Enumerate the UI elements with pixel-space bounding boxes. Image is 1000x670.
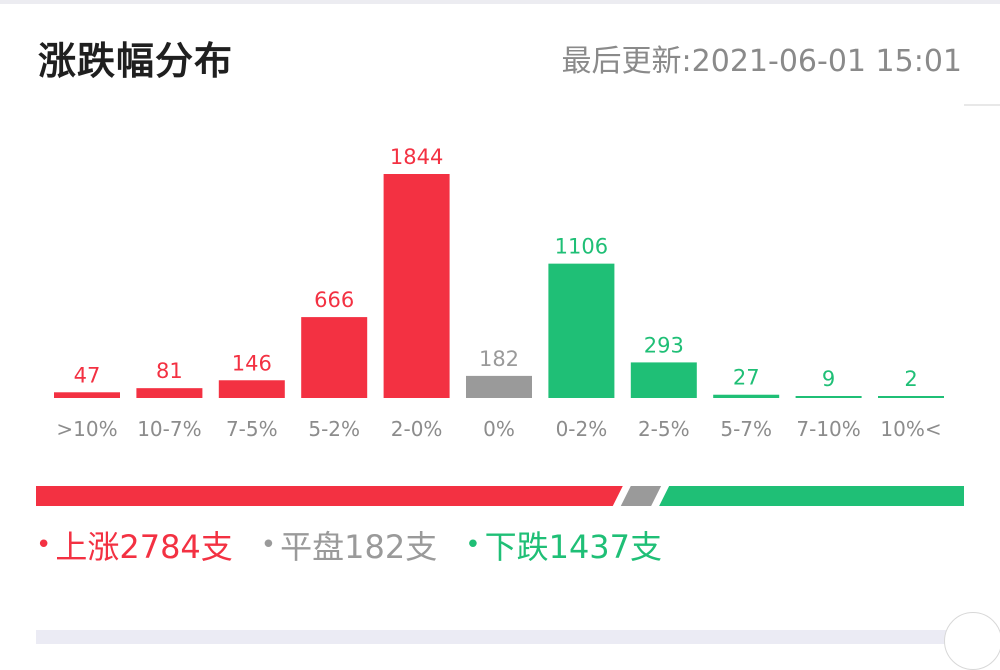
bar-3 [301, 317, 368, 398]
up-count-text: 上涨2784支 [55, 528, 233, 566]
bar-value-label-2: 146 [232, 351, 272, 375]
bar-value-label-3: 666 [314, 288, 354, 312]
bar-6 [548, 263, 615, 398]
bottom-panel [36, 630, 1000, 644]
category-label-2: 7-5% [226, 417, 278, 441]
down-dot-icon: • [465, 530, 481, 560]
category-label-4: 2-0% [391, 417, 443, 441]
flat-count-text: 平盘182支 [280, 528, 438, 566]
last-updated-time: 2021-06-01 15:01 [691, 44, 962, 79]
up-flat-down-ratio-bar [36, 486, 964, 506]
bar-1 [136, 388, 203, 398]
bar-value-label-7: 293 [644, 333, 684, 357]
category-label-8: 5-7% [720, 417, 772, 441]
bar-4 [383, 174, 450, 398]
category-label-7: 2-5% [638, 417, 690, 441]
bar-value-label-4: 1844 [390, 145, 443, 169]
ratio-flat-segment [620, 486, 662, 506]
down-count-text: 下跌1437支 [484, 528, 663, 566]
summary-legend: • 上涨2784支 • 平盘182支 • 下跌1437支 [36, 522, 662, 568]
category-label-3: 5-2% [308, 417, 360, 441]
bar-value-label-10: 2 [904, 367, 917, 391]
ratio-down-segment [659, 486, 964, 506]
legend-flat: • 平盘182支 [261, 522, 437, 568]
category-label-0: >10% [56, 417, 117, 441]
legend-down: • 下跌1437支 [465, 522, 662, 568]
top-divider [0, 0, 1000, 4]
bar-9 [795, 396, 862, 398]
bar-value-label-5: 182 [479, 347, 519, 371]
last-updated-label: 最后更新: [561, 44, 692, 79]
flat-dot-icon: • [260, 530, 277, 560]
header-divider [964, 104, 1000, 106]
scroll-button[interactable] [944, 612, 1000, 670]
bar-value-label-8: 27 [733, 366, 760, 390]
ratio-up-segment [36, 486, 623, 506]
bar-5 [466, 375, 532, 398]
bar-2 [218, 380, 285, 398]
legend-up: • 上涨2784支 [36, 522, 233, 568]
bar-value-label-0: 47 [74, 363, 101, 387]
page-title: 涨跌幅分布 [38, 39, 234, 83]
bar-value-label-1: 81 [156, 359, 183, 383]
category-label-9: 7-10% [796, 417, 860, 441]
category-label-6: 0-2% [556, 417, 608, 441]
last-updated: 最后更新:2021-06-01 15:01 [562, 36, 962, 80]
bar-0 [54, 392, 120, 398]
category-label-1: 10-7% [137, 417, 201, 441]
bar-value-label-6: 1106 [555, 235, 608, 259]
bar-7 [630, 362, 697, 398]
bar-value-label-9: 9 [822, 367, 835, 391]
distribution-bar-chart: 47 >10% 81 10-7% 146 7-5% 666 5-2% 1844 2-0% 182 0%… [54, 145, 944, 441]
category-label-5: 0% [483, 417, 515, 441]
category-label-10: 10%< [880, 417, 941, 441]
up-dot-icon: • [36, 530, 52, 560]
bar-8 [713, 394, 780, 398]
bar-10 [878, 396, 944, 398]
